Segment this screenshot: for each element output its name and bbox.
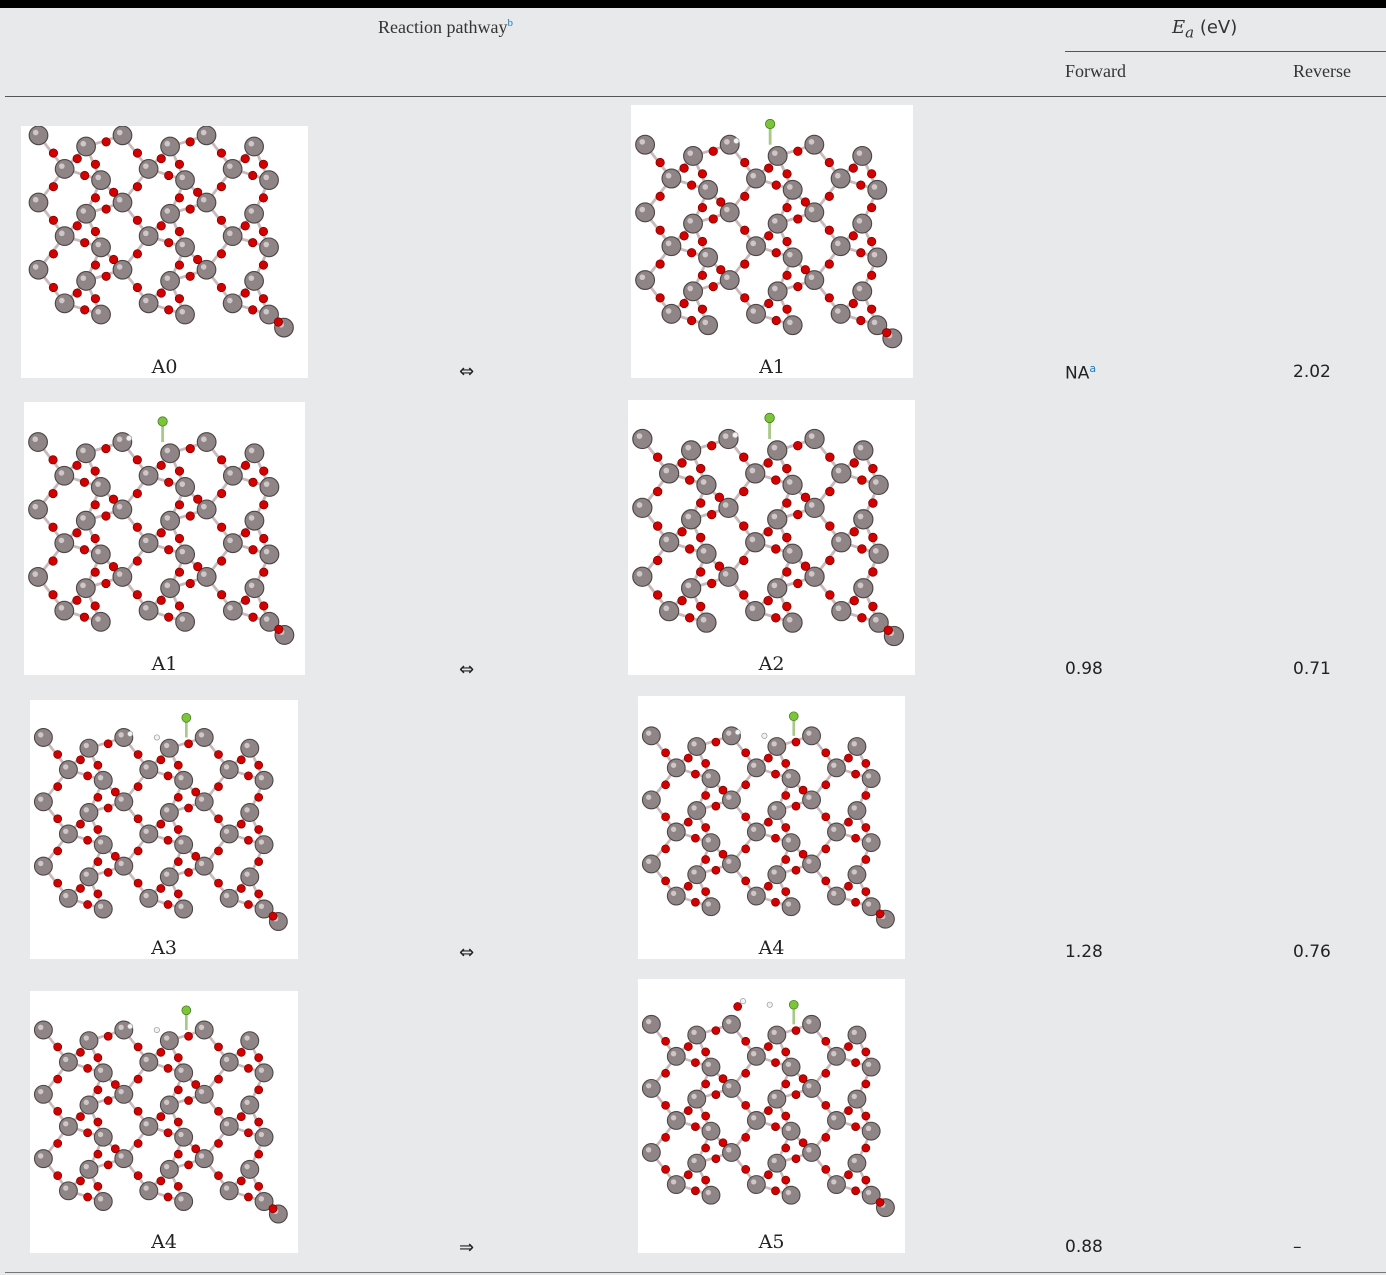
structure-label: A4 xyxy=(151,1231,177,1253)
structure-image-a3: A3 xyxy=(30,700,298,959)
reverse-value: 0.71 xyxy=(1293,659,1331,679)
header-ea-rule xyxy=(1065,51,1386,52)
structure-image-a4: A4 xyxy=(30,991,298,1253)
molecule-drawing xyxy=(33,1005,288,1224)
molecule-drawing xyxy=(641,711,895,929)
reaction-arrow: ⇔ xyxy=(459,361,475,382)
reaction-arrow: ⇒ xyxy=(459,1237,475,1258)
structure-label: A2 xyxy=(758,653,785,675)
structure-image-a2: A2 xyxy=(628,400,915,675)
molecule-drawing xyxy=(641,998,895,1218)
structure-label: A1 xyxy=(151,653,178,675)
reverse-value: 0.76 xyxy=(1293,942,1331,962)
structure-image-a1: A1 xyxy=(24,402,305,675)
footnote-a-link[interactable]: a xyxy=(1089,362,1097,375)
structure-image-a1: A1 xyxy=(631,105,913,378)
forward-value: 0.88 xyxy=(1065,1237,1103,1257)
header-reaction-pathway: Reaction pathwayb xyxy=(378,17,513,37)
reverse-value: – xyxy=(1293,1237,1302,1257)
structure-image-a0: A0 xyxy=(21,126,308,378)
structure-image-a5: A5 xyxy=(638,979,905,1253)
reaction-arrow: ⇔ xyxy=(459,942,475,963)
reverse-value: 2.02 xyxy=(1293,362,1331,382)
molecule-drawing xyxy=(28,416,295,645)
structure-image-a4: A4 xyxy=(638,696,905,959)
forward-value: 0.98 xyxy=(1065,659,1103,679)
structure-label: A1 xyxy=(759,356,785,378)
structure-label: A5 xyxy=(758,1231,785,1253)
forward-value: 1.28 xyxy=(1065,942,1103,962)
structure-label: A4 xyxy=(758,937,785,959)
forward-value: NAa xyxy=(1065,362,1097,384)
header-activation-energy: Ea (eV) xyxy=(1172,17,1238,42)
header-bottom-rule xyxy=(5,96,1386,97)
structure-label: A0 xyxy=(151,356,178,378)
header-reverse: Reverse xyxy=(1293,61,1351,81)
footnote-b-link[interactable]: b xyxy=(507,17,513,29)
molecule-drawing xyxy=(33,713,288,931)
structure-label: A3 xyxy=(151,937,177,959)
table-bottom-rule xyxy=(5,1272,1386,1273)
molecule-drawing xyxy=(28,126,294,338)
molecule-drawing xyxy=(635,118,903,349)
table-top-rule xyxy=(0,0,1386,8)
reaction-arrow: ⇔ xyxy=(459,659,475,680)
header-forward: Forward xyxy=(1065,61,1126,81)
molecule-drawing xyxy=(632,412,905,647)
